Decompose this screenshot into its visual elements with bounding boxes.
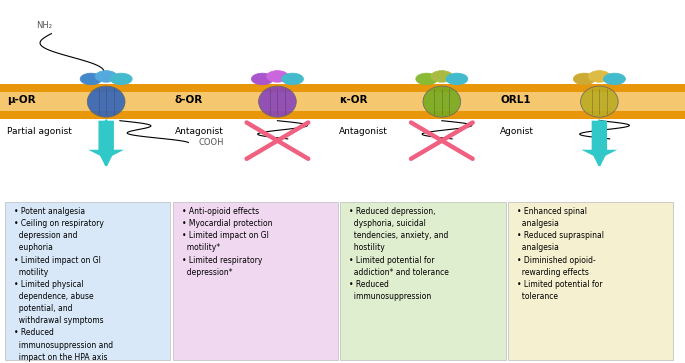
FancyBboxPatch shape: [173, 202, 338, 360]
Circle shape: [251, 73, 273, 85]
Circle shape: [416, 73, 438, 85]
Text: • Reduced depression,
  dysphoria, suicidal
  tendencies, anxiety, and
  hostili: • Reduced depression, dysphoria, suicida…: [349, 207, 449, 301]
Text: • Anti-opioid effects
• Myocardial protection
• Limited impact on GI
  motility*: • Anti-opioid effects • Myocardial prote…: [182, 207, 272, 277]
Ellipse shape: [259, 86, 296, 117]
Circle shape: [446, 73, 468, 85]
Text: Antagonist: Antagonist: [175, 127, 223, 136]
Text: ORL1: ORL1: [500, 95, 531, 105]
Bar: [0, 92, 685, 111]
Text: • Enhanced spinal
  analgesia
• Reduced supraspinal
  analgesia
• Diminished opi: • Enhanced spinal analgesia • Reduced su…: [517, 207, 604, 301]
Circle shape: [80, 73, 102, 85]
Ellipse shape: [88, 86, 125, 117]
FancyArrow shape: [582, 121, 617, 159]
Circle shape: [431, 70, 453, 82]
Text: κ-OR: κ-OR: [339, 95, 368, 105]
Circle shape: [588, 70, 610, 82]
Circle shape: [573, 73, 595, 85]
Text: δ-OR: δ-OR: [175, 95, 203, 105]
Ellipse shape: [581, 86, 618, 117]
Text: Partial agonist: Partial agonist: [7, 127, 72, 136]
Text: NH₂: NH₂: [36, 21, 53, 30]
Text: COOH: COOH: [199, 138, 224, 147]
Text: Agonist: Agonist: [500, 127, 534, 136]
FancyBboxPatch shape: [5, 202, 170, 360]
FancyBboxPatch shape: [508, 202, 673, 360]
Circle shape: [282, 73, 303, 85]
Circle shape: [95, 70, 117, 82]
Text: Antagonist: Antagonist: [339, 127, 388, 136]
Text: μ-OR: μ-OR: [7, 95, 36, 105]
Circle shape: [110, 73, 132, 85]
FancyArrow shape: [88, 121, 124, 159]
FancyBboxPatch shape: [340, 202, 506, 360]
Ellipse shape: [423, 86, 460, 117]
Circle shape: [603, 73, 625, 85]
Text: • Potent analgesia
• Ceiling on respiratory
  depression and
  euphoria
• Limite: • Potent analgesia • Ceiling on respirat…: [14, 207, 113, 363]
Circle shape: [266, 70, 288, 82]
Bar: [0, 84, 685, 119]
